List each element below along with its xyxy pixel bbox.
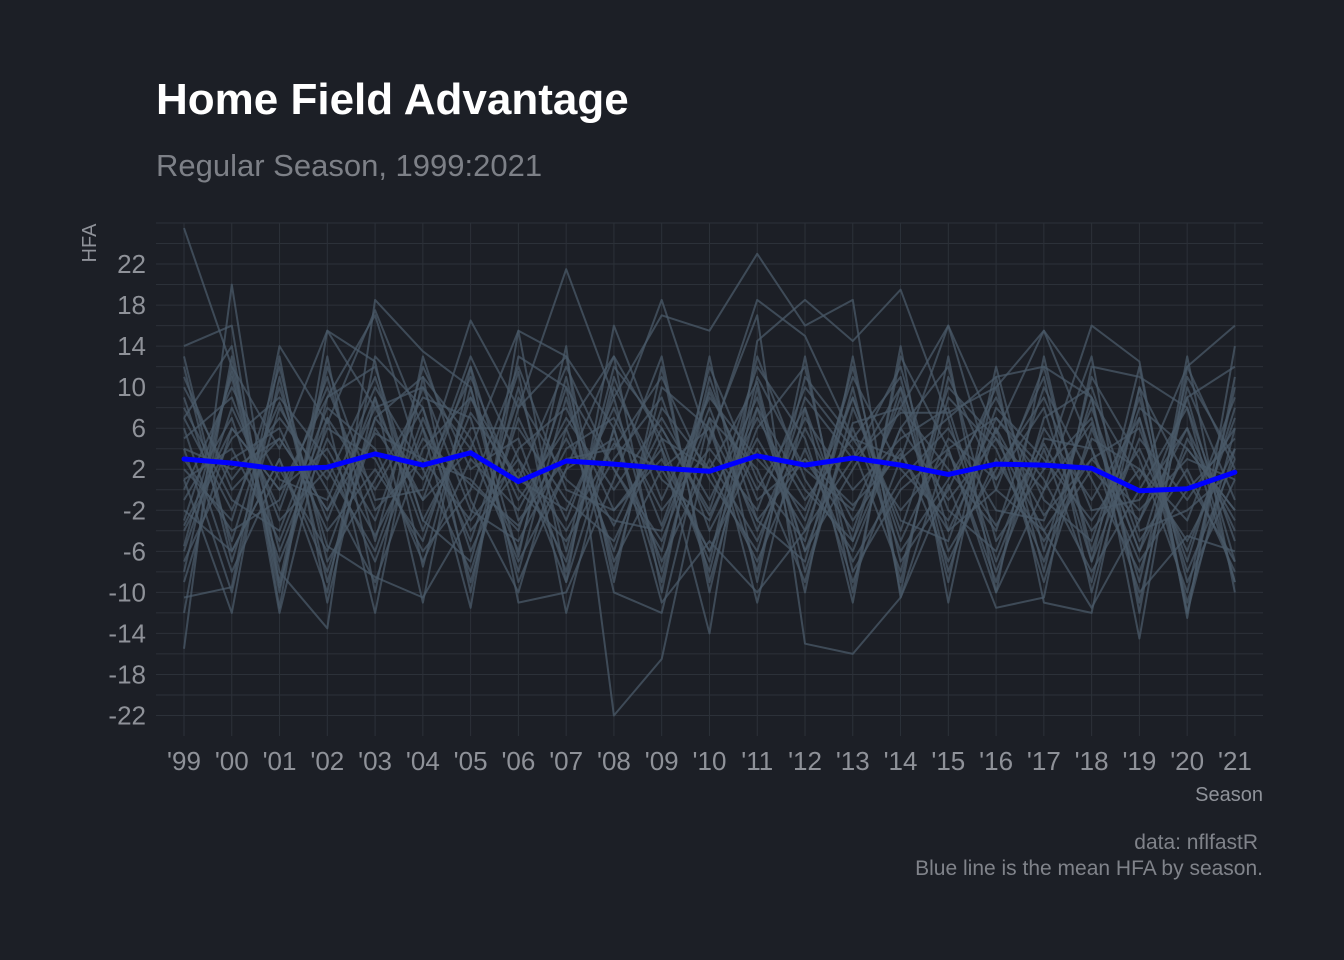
team-series-line <box>183 355 1236 614</box>
x-tick-label: '13 <box>836 746 870 776</box>
team-series-line <box>183 288 1236 640</box>
caption-source: data: nflfastR <box>1134 831 1258 854</box>
team-series-line <box>183 386 1236 573</box>
y-tick-label: -18 <box>108 659 146 689</box>
x-tick-label: '03 <box>358 746 392 776</box>
y-tick-label: 22 <box>117 249 146 279</box>
x-tick-label: '99 <box>167 746 201 776</box>
team-series-line <box>183 365 1236 584</box>
x-tick-label: '07 <box>549 746 583 776</box>
x-tick-label: '11 <box>741 746 773 776</box>
team-series-line <box>183 355 1236 604</box>
x-tick-label: '02 <box>310 746 344 776</box>
x-tick-label: '20 <box>1170 746 1204 776</box>
team-series-line <box>183 227 1236 481</box>
team-series-line <box>183 365 1236 594</box>
y-axis-label: HFA <box>79 223 101 263</box>
y-tick-label: 18 <box>117 290 146 320</box>
y-tick-label: 6 <box>132 413 146 443</box>
team-series-line <box>183 345 1236 614</box>
chart-subtitle: Regular Season, 1999:2021 <box>156 148 542 183</box>
x-tick-label: '19 <box>1122 746 1156 776</box>
y-tick-label: 10 <box>117 372 146 402</box>
x-axis-label: Season <box>1195 784 1263 806</box>
team-series-line <box>183 355 1236 614</box>
team-series-line <box>183 355 1236 604</box>
chart-title: Home Field Advantage <box>156 75 629 124</box>
x-tick-label: '00 <box>215 746 249 776</box>
x-tick-label: '21 <box>1218 746 1252 776</box>
y-tick-label: 14 <box>117 331 146 361</box>
y-tick-label: -22 <box>108 700 146 730</box>
x-tick-label: '08 <box>597 746 631 776</box>
x-tick-label: '10 <box>693 746 727 776</box>
y-tick-label: -6 <box>123 536 146 566</box>
x-tick-label: '15 <box>931 746 965 776</box>
team-series-line <box>183 386 1236 583</box>
x-tick-label: '01 <box>263 746 297 776</box>
team-series-line <box>183 396 1236 563</box>
x-tick-label: '06 <box>501 746 535 776</box>
team-series-line <box>183 329 1236 614</box>
mean-hfa-line <box>181 450 1238 494</box>
y-tick-label: -2 <box>123 495 146 525</box>
x-tick-label: '16 <box>979 746 1013 776</box>
x-tick-label: '17 <box>1027 746 1061 776</box>
team-series-line <box>183 365 1236 584</box>
x-tick-label: '05 <box>454 746 488 776</box>
x-tick-label: '12 <box>788 746 822 776</box>
x-tick-label: '04 <box>406 746 440 776</box>
y-tick-label: -14 <box>108 618 146 648</box>
x-tick-label: '18 <box>1075 746 1109 776</box>
y-tick-label: -10 <box>108 577 146 607</box>
x-tick-label: '09 <box>645 746 679 776</box>
mean-line-group <box>181 450 1238 494</box>
caption-note: Blue line is the mean HFA by season. <box>915 857 1263 880</box>
x-axis-ticks: '99 '00 '01 '02 '03 '04 '05 '06 '07 '08 '09 '10 '11 '… <box>167 746 1252 776</box>
x-tick-label: '14 <box>884 746 918 776</box>
y-tick-label: 2 <box>132 454 146 484</box>
team-series-line <box>183 375 1236 573</box>
team-lines <box>183 227 1236 717</box>
